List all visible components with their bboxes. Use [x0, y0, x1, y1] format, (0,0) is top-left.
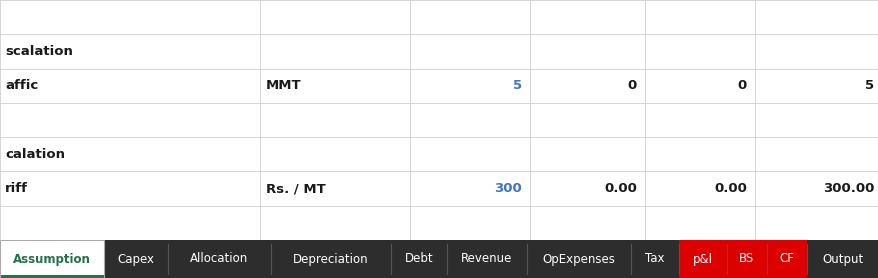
Bar — [391, 240, 447, 278]
Text: Assumption: Assumption — [13, 252, 90, 265]
Text: Capex: Capex — [117, 252, 154, 265]
Text: 0.00: 0.00 — [713, 182, 746, 195]
Text: 0: 0 — [627, 79, 637, 92]
Text: 300.00: 300.00 — [822, 182, 873, 195]
Text: Allocation: Allocation — [191, 252, 248, 265]
Bar — [726, 240, 766, 278]
Bar — [766, 240, 806, 278]
Bar — [0, 275, 104, 278]
Text: Depreciation: Depreciation — [293, 252, 369, 265]
Text: MMT: MMT — [266, 79, 301, 92]
Text: p&l: p&l — [692, 252, 712, 265]
Bar — [168, 240, 271, 278]
Bar — [630, 240, 678, 278]
Text: riff: riff — [5, 182, 28, 195]
Bar — [104, 240, 168, 278]
Bar — [447, 240, 526, 278]
Text: 300: 300 — [493, 182, 522, 195]
Text: 0: 0 — [737, 79, 746, 92]
Text: Revenue: Revenue — [461, 252, 512, 265]
Text: BS: BS — [738, 252, 753, 265]
Text: scalation: scalation — [5, 45, 73, 58]
Text: calation: calation — [5, 148, 65, 161]
Text: 0.00: 0.00 — [603, 182, 637, 195]
Text: affic: affic — [5, 79, 39, 92]
Text: Tax: Tax — [644, 252, 664, 265]
Text: Rs. / MT: Rs. / MT — [266, 182, 326, 195]
Text: Debt: Debt — [404, 252, 433, 265]
Text: 5: 5 — [864, 79, 873, 92]
Text: Output: Output — [822, 252, 863, 265]
Bar — [678, 240, 726, 278]
Bar — [271, 240, 391, 278]
Text: CF: CF — [779, 252, 794, 265]
Text: OpExpenses: OpExpenses — [542, 252, 615, 265]
Bar — [0, 240, 104, 278]
Bar — [526, 240, 630, 278]
Bar — [0, 240, 104, 278]
Text: 5: 5 — [512, 79, 522, 92]
Bar — [806, 240, 878, 278]
